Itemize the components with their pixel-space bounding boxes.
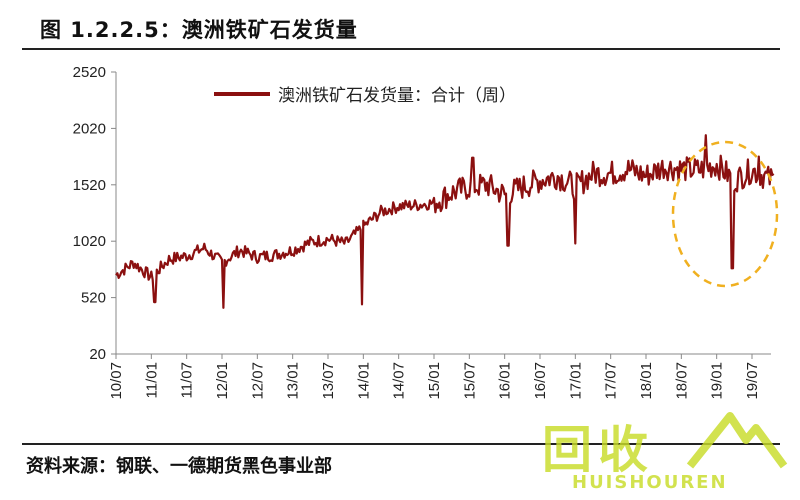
x-tick-label: 16/01 — [497, 362, 514, 400]
x-tick-label: 19/01 — [709, 362, 726, 400]
x-tick-label: 14/07 — [391, 362, 408, 400]
y-tick-label: 2520 — [73, 64, 106, 81]
top-rule — [22, 48, 780, 50]
x-tick-label: 10/07 — [108, 362, 125, 400]
watermark-peak-icon — [686, 412, 788, 469]
x-tick-label: 11/07 — [179, 362, 196, 398]
x-tick-label: 14/01 — [355, 362, 372, 400]
chart-legend: 澳洲铁矿石发货量：合计（周） — [214, 86, 516, 106]
watermark-text: 回收 — [542, 421, 654, 479]
x-tick-label: 13/07 — [320, 362, 337, 400]
x-tick-label: 18/07 — [673, 362, 690, 400]
chart-plot — [115, 134, 775, 309]
watermark-subtext: HUISHOUREN — [572, 472, 728, 493]
x-tick-label: 11/01 — [143, 362, 160, 398]
chart-canvas: 20 520 1020 1520 2020 2520 10/07 11/01 11/07 12/0… — [73, 64, 779, 400]
series-line-shipments — [115, 134, 775, 309]
bottom-rule — [22, 443, 780, 445]
x-tick-label: 18/01 — [638, 362, 655, 400]
y-tick-label: 20 — [89, 346, 106, 363]
legend-label: 澳洲铁矿石发货量：合计（周） — [278, 86, 516, 106]
x-tick-label: 12/07 — [249, 362, 266, 400]
x-tick-label: 15/07 — [461, 362, 478, 400]
x-tick-label: 16/07 — [532, 362, 549, 400]
y-tick-label: 520 — [81, 290, 106, 307]
figure-title: 图 1.2.2.5：澳洲铁矿石发货量 — [40, 18, 358, 42]
watermark-logo: 回收 HUISHOUREN — [542, 410, 792, 498]
source-note: 资料来源：钢联、一德期货黑色事业部 — [26, 456, 332, 477]
y-tick-label: 1520 — [73, 177, 106, 194]
x-tick-label: 15/01 — [426, 362, 443, 400]
x-tick-label: 13/01 — [285, 362, 302, 400]
x-tick-label: 17/07 — [603, 362, 620, 400]
highlight-circle — [671, 140, 779, 288]
y-tick-label: 1020 — [73, 233, 106, 250]
x-tick-label: 12/01 — [214, 362, 231, 400]
chart-axes: 20 520 1020 1520 2020 2520 10/07 11/01 11/07 12/0… — [73, 64, 771, 400]
x-tick-label: 19/07 — [744, 362, 761, 400]
x-tick-label: 17/01 — [567, 362, 584, 400]
y-tick-label: 2020 — [73, 120, 106, 137]
